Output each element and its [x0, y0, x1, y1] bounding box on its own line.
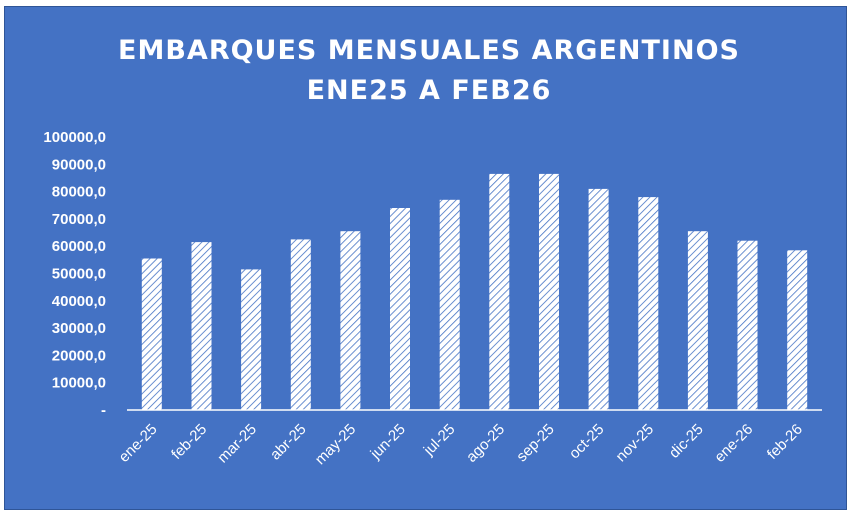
- y-axis: - 10000,0 20000,0 30000,0 40000,0 50000,0 6000…: [43, 129, 106, 419]
- chart-title-line-2: ENE25 A FEB26: [307, 75, 552, 106]
- y-tick-label: -: [101, 402, 106, 419]
- y-tick-label: 80000,0: [52, 184, 106, 201]
- bars: [141, 173, 808, 410]
- bar-oct-25: [588, 188, 609, 410]
- y-tick-label: 40000,0: [52, 293, 106, 310]
- y-tick-label: 20000,0: [52, 347, 106, 364]
- y-tick-label: 90000,0: [52, 156, 106, 173]
- y-tick-label: 100000,0: [43, 129, 106, 146]
- bar-chart: EMBARQUES MENSUALES ARGENTINOS ENE25 A F…: [5, 7, 846, 509]
- bar-sep-25: [539, 173, 559, 410]
- bar-jul-25: [439, 199, 460, 410]
- bar-jun-25: [390, 208, 410, 410]
- bar-may-25: [340, 231, 361, 410]
- bar-nov-25: [638, 197, 659, 410]
- bar-feb-25: [191, 242, 212, 410]
- y-tick-label: 10000,0: [52, 375, 106, 392]
- chart-title-line-1: EMBARQUES MENSUALES ARGENTINOS: [118, 35, 740, 66]
- y-tick-label: 70000,0: [52, 211, 106, 228]
- bar-feb-26: [787, 250, 808, 410]
- bar-abr-25: [290, 239, 311, 410]
- bar-ene-26: [737, 240, 758, 410]
- bar-mar-25: [241, 269, 262, 410]
- chart-area: EMBARQUES MENSUALES ARGENTINOS ENE25 A F…: [4, 6, 847, 510]
- y-tick-label: 60000,0: [52, 238, 106, 255]
- bar-ago-25: [489, 173, 510, 410]
- bar-dic-25: [687, 231, 708, 410]
- y-tick-label: 50000,0: [52, 266, 106, 283]
- y-tick-label: 30000,0: [52, 320, 106, 337]
- bar-ene-25: [141, 258, 162, 410]
